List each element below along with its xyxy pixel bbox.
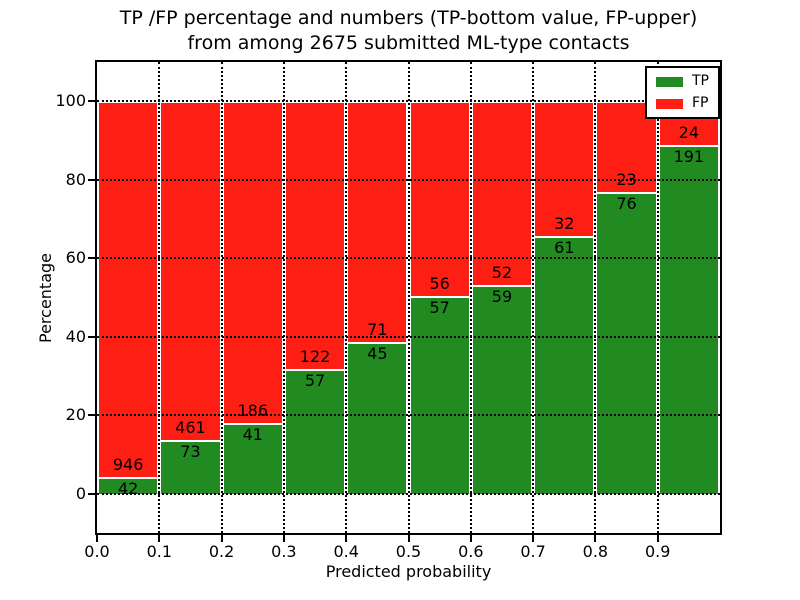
tp-segment [159, 440, 222, 494]
x-tick-label-0.7: 0.7 [520, 542, 546, 561]
y-tick-mark [88, 414, 95, 417]
tp-segment [221, 422, 284, 494]
fp-segment [97, 101, 160, 478]
tp-segment [470, 285, 534, 494]
y-tick-mark [88, 492, 95, 495]
x-tick-mark [158, 535, 161, 542]
x-gridline [469, 62, 472, 533]
x-gridline [594, 62, 597, 533]
bar-0.6-0.7: 52 59 [470, 101, 534, 494]
x-tick-label-0.8: 0.8 [582, 542, 609, 561]
tp-segment [346, 341, 409, 494]
tp-segment [283, 368, 347, 494]
x-tick-mark [469, 535, 472, 542]
x-tick-label-0.6: 0.6 [458, 542, 484, 561]
tp-segment [657, 145, 720, 494]
y-tick-label-60: 60 [65, 248, 86, 268]
bar-0.1-0.2: 461 73 [159, 101, 222, 494]
x-gridline [345, 62, 348, 533]
x-gridline [220, 62, 223, 533]
chart-title-line2: from among 2675 submitted ML-type contac… [187, 32, 630, 54]
bar-0.7-0.8: 32 61 [533, 101, 596, 494]
x-tick-mark [345, 535, 348, 542]
fp-segment [533, 101, 596, 237]
x-gridline [158, 62, 161, 533]
x-gridline [407, 62, 410, 533]
x-tick-mark [407, 535, 410, 542]
legend: TP FP [645, 66, 720, 119]
x-gridline [656, 62, 659, 533]
bar-0.4-0.5: 71 45 [346, 101, 409, 494]
tp-segment [408, 295, 471, 494]
x-tick-label-0.9: 0.9 [644, 542, 671, 561]
y-tick-mark [88, 335, 95, 338]
plot-area: 946 42 461 73 186 41 122 57 71 45 56 57 52 59 32 61 23 76… [55, 60, 722, 561]
fp-segment [221, 101, 284, 423]
x-tick-label-0.0: 0.0 [84, 542, 110, 561]
x-tick-mark [282, 535, 285, 542]
y-tick-label-40: 40 [65, 326, 86, 346]
fp-segment [346, 101, 409, 342]
bar-0.2-0.3: 186 41 [221, 101, 284, 494]
legend-label-TP: TP [692, 73, 709, 89]
tp-segment [595, 192, 658, 494]
x-tick-mark [594, 535, 597, 542]
x-gridline [532, 62, 535, 533]
x-tick-mark [532, 535, 535, 542]
bar-0.9-1.0: 24 191 [657, 101, 720, 494]
chart-title-line1: TP /FP percentage and numbers (TP-bottom… [119, 7, 698, 29]
bar-0.8-0.9: 23 76 [595, 101, 658, 494]
y-tick-label-0: 0 [75, 483, 86, 503]
x-tick-mark [220, 535, 223, 542]
x-tick-mark [96, 535, 98, 542]
x-tick-mark [656, 535, 659, 542]
y-axis-label: Percentage [36, 252, 55, 343]
chart-title: TP /FP percentage and numbers (TP-bottom… [95, 6, 722, 56]
legend-entry-TP: TP [656, 74, 709, 89]
y-tick-label-100: 100 [55, 91, 86, 111]
fp-swatch [656, 98, 683, 109]
fp-segment [159, 101, 222, 441]
bar-0.0-0.1: 946 42 [97, 101, 160, 498]
tp-swatch [656, 76, 683, 87]
x-tick-label-0.1: 0.1 [146, 542, 173, 561]
legend-entry-FP: FP [656, 96, 709, 111]
x-tick-label-0.3: 0.3 [271, 542, 297, 561]
x-tick-label-0.2: 0.2 [208, 542, 235, 561]
fp-segment [283, 101, 347, 369]
y-tick-mark [88, 178, 95, 181]
y-tick-label-20: 20 [65, 405, 86, 425]
x-tick-label-0.4: 0.4 [333, 542, 359, 561]
tp-segment [533, 236, 596, 494]
x-tick-label-0.5: 0.5 [395, 542, 422, 561]
tp-segment [97, 477, 160, 494]
legend-label-FP: FP [692, 95, 709, 111]
bar-0.5-0.6: 56 57 [408, 101, 471, 494]
x-axis-label: Predicted probability [325, 562, 492, 581]
y-tick-mark [88, 100, 95, 103]
x-gridline [282, 62, 285, 533]
y-tick-mark [88, 257, 95, 260]
fp-segment [470, 101, 534, 286]
bar-0.3-0.4: 122 57 [283, 101, 347, 494]
y-tick-label-80: 80 [65, 169, 86, 189]
fp-segment [408, 101, 471, 296]
